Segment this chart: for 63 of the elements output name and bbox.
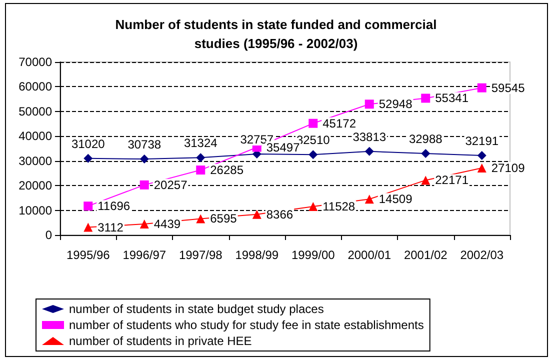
point bbox=[140, 220, 149, 229]
point bbox=[477, 164, 486, 172]
point bbox=[84, 222, 93, 232]
data-label: 20257 bbox=[154, 178, 188, 192]
point bbox=[421, 148, 430, 158]
point bbox=[84, 154, 93, 163]
data-label: 3112 bbox=[98, 220, 124, 234]
data-label: 55341 bbox=[435, 91, 469, 106]
x-tick-label: 1999/00 bbox=[291, 248, 336, 262]
point bbox=[196, 214, 206, 224]
data-label: 32988 bbox=[408, 132, 443, 146]
point bbox=[364, 194, 374, 204]
y-tick-label: 30000 bbox=[18, 154, 52, 168]
point bbox=[196, 166, 206, 175]
data-label: 4439 bbox=[154, 217, 181, 232]
data-label: 6595 bbox=[210, 212, 238, 226]
point bbox=[477, 83, 486, 92]
data-label: 26285 bbox=[210, 163, 244, 178]
x-tick-label: 1998/99 bbox=[235, 248, 279, 262]
y-tick-label: 70000 bbox=[18, 55, 52, 69]
data-label: 11696 bbox=[98, 199, 130, 214]
data-label: 32191 bbox=[465, 134, 499, 148]
point bbox=[252, 210, 262, 219]
point bbox=[421, 176, 430, 185]
y-tick-label: 20000 bbox=[18, 178, 52, 193]
data-label: 11528 bbox=[322, 200, 356, 214]
data-label: 59545 bbox=[491, 80, 526, 95]
point bbox=[364, 100, 374, 109]
point bbox=[308, 202, 318, 212]
data-label: 31020 bbox=[71, 136, 106, 151]
point bbox=[477, 150, 486, 160]
point bbox=[196, 153, 206, 162]
point bbox=[140, 154, 149, 164]
data-label: 8366 bbox=[266, 207, 294, 222]
data-label: 22171 bbox=[435, 173, 469, 188]
point bbox=[84, 202, 93, 211]
legend-label: number of students in state budget study places bbox=[69, 302, 324, 316]
point bbox=[308, 118, 318, 128]
point bbox=[308, 150, 318, 160]
y-tick-label: 50000 bbox=[18, 104, 52, 118]
legend-label: number of students in private HEE bbox=[69, 334, 252, 348]
point bbox=[364, 146, 374, 156]
data-label: 33813 bbox=[352, 130, 386, 144]
point bbox=[140, 180, 149, 190]
y-tick-label: 0 bbox=[45, 228, 52, 242]
x-tick-label: 2001/02 bbox=[404, 248, 448, 262]
point bbox=[421, 94, 430, 103]
x-tick-label: 1995/96 bbox=[66, 248, 110, 262]
legend-label: number of students who study for study fee in state establishments bbox=[69, 318, 424, 332]
data-label: 27109 bbox=[491, 161, 526, 175]
x-tick-label: 1996/97 bbox=[122, 248, 166, 262]
data-label: 45172 bbox=[322, 116, 356, 130]
chart-title: Number of students in state funded and commercial studies (1995/96 - 2002/03) bbox=[115, 17, 437, 51]
y-tick-label: 10000 bbox=[18, 203, 52, 218]
y-tick-label: 60000 bbox=[18, 80, 52, 94]
y-tick-label: 40000 bbox=[18, 129, 52, 144]
data-label: 52948 bbox=[378, 97, 413, 112]
data-label: 31324 bbox=[184, 136, 218, 150]
data-label: 14509 bbox=[378, 192, 413, 206]
x-tick-label: 1997/98 bbox=[178, 248, 223, 262]
x-tick-label: 2000/01 bbox=[348, 248, 392, 262]
x-tick-label: 2002/03 bbox=[460, 248, 504, 262]
data-label: 30738 bbox=[128, 138, 162, 152]
